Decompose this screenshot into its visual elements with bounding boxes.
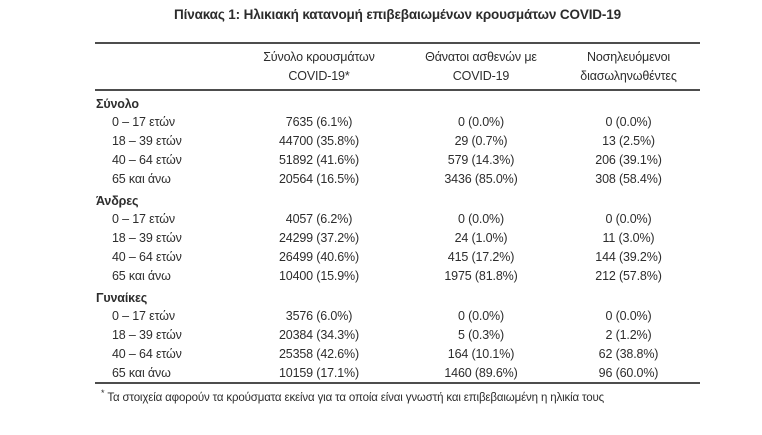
- table-rule-top: [95, 42, 700, 44]
- cases-cell: 51892 (41.6%): [278, 152, 360, 167]
- age-row-label: 18 – 39 ετών: [112, 133, 182, 148]
- deaths-cell: 579 (14.3%): [447, 152, 515, 167]
- header-deaths-line2: COVID-19: [452, 69, 510, 83]
- deaths-cell: 1975 (81.8%): [444, 268, 518, 283]
- header-intubated-line1: Νοσηλευόμενοι: [586, 50, 671, 64]
- table-section-row: Γυναίκες: [95, 285, 700, 306]
- header-cases-line2: COVID-19*: [288, 69, 350, 83]
- deaths-cell: 24 (1.0%): [454, 230, 508, 245]
- cases-cell: 20384 (34.3%): [278, 327, 360, 342]
- intubated-cell: 144 (39.2%): [595, 249, 662, 264]
- intubated-cell: 308 (58.4%): [595, 171, 662, 186]
- header-intubated-line2: διασωληνωθέντες: [580, 69, 677, 83]
- intubated-cell: 96 (60.0%): [598, 365, 659, 380]
- age-row-label: 18 – 39 ετών: [112, 327, 182, 342]
- table-row: 40 – 64 ετών 51892 (41.6%) 579 (14.3%) 206 …: [95, 150, 700, 169]
- header-cell-cases: Σύνολο κρουσμάτων COVID-19*: [233, 48, 405, 86]
- table-section-row: Άνδρες: [95, 188, 700, 209]
- table-rule-bottom: [95, 382, 700, 384]
- table-row: 18 – 39 ετών 44700 (35.8%) 29 (0.7%) 13 (2.…: [95, 131, 700, 150]
- deaths-cell: 5 (0.3%): [457, 327, 505, 342]
- age-row-label: 40 – 64 ετών: [112, 346, 182, 361]
- deaths-cell: 0 (0.0%): [457, 114, 505, 129]
- cases-cell: 24299 (37.2%): [278, 230, 360, 245]
- intubated-cell: 206 (39.1%): [595, 152, 662, 167]
- deaths-cell: 3436 (85.0%): [444, 171, 518, 186]
- header-cell-deaths: Θάνατοι ασθενών με COVID-19: [405, 48, 557, 86]
- table-row: 65 και άνω 10159 (17.1%) 1460 (89.6%) 96 (6…: [95, 363, 700, 382]
- section-title: Γυναίκες: [96, 291, 148, 305]
- deaths-cell: 29 (0.7%): [454, 133, 508, 148]
- table-row: 65 και άνω 20564 (16.5%) 3436 (85.0%) 308 (…: [95, 169, 700, 188]
- age-row-label: 65 και άνω: [112, 268, 171, 283]
- cases-cell: 3576 (6.0%): [285, 308, 353, 323]
- footnote-text: Τα στοιχεία αφορούν τα κρούσματα εκείνα …: [107, 391, 605, 404]
- table-row: 0 – 17 ετών 3576 (6.0%) 0 (0.0%) 0 (0.0%): [95, 306, 700, 325]
- cases-cell: 20564 (16.5%): [278, 171, 360, 186]
- age-row-label: 0 – 17 ετών: [112, 114, 175, 129]
- table-row: 0 – 17 ετών 7635 (6.1%) 0 (0.0%) 0 (0.0%): [95, 112, 700, 131]
- intubated-cell: 11 (3.0%): [602, 230, 655, 245]
- cases-cell: 25358 (42.6%): [278, 346, 360, 361]
- cases-cell: 4057 (6.2%): [285, 211, 353, 226]
- deaths-cell: 0 (0.0%): [457, 211, 505, 226]
- header-cases-line1: Σύνολο κρουσμάτων: [263, 50, 375, 64]
- deaths-cell: 1460 (89.6%): [444, 365, 518, 380]
- intubated-cell: 62 (38.8%): [598, 346, 659, 361]
- table-title: Πίνακας 1: Ηλικιακή κατανομή επιβεβαιωμέ…: [174, 7, 621, 22]
- age-row-label: 65 και άνω: [112, 365, 171, 380]
- table-row: 18 – 39 ετών 20384 (34.3%) 5 (0.3%) 2 (1.2%…: [95, 325, 700, 344]
- age-row-label: 0 – 17 ετών: [112, 308, 175, 323]
- cases-cell: 44700 (35.8%): [278, 133, 360, 148]
- age-row-label: 18 – 39 ετών: [112, 230, 182, 245]
- cases-cell: 10159 (17.1%): [278, 365, 360, 380]
- intubated-cell: 212 (57.8%): [595, 268, 662, 283]
- intubated-cell: 0 (0.0%): [605, 114, 652, 129]
- section-title: Σύνολο: [96, 97, 139, 111]
- table-body: Σύνολο 0 – 17 ετών 7635 (6.1%) 0 (0.0%) 0 (0…: [95, 91, 700, 382]
- table-row: 65 και άνω 10400 (15.9%) 1975 (81.8%) 212 (…: [95, 266, 700, 285]
- cases-cell: 7635 (6.1%): [285, 114, 353, 129]
- age-row-label: 40 – 64 ετών: [112, 152, 182, 167]
- header-cell-intubated: Νοσηλευόμενοι διασωληνωθέντες: [557, 48, 700, 86]
- deaths-cell: 415 (17.2%): [447, 249, 515, 264]
- table-section-row: Σύνολο: [95, 91, 700, 112]
- footnote-asterisk: *: [101, 388, 105, 398]
- table-footnote: * Τα στοιχεία αφορούν τα κρούσματα εκείνα…: [95, 384, 700, 404]
- age-distribution-table: Σύνολο κρουσμάτων COVID-19* Θάνατοι ασθε…: [95, 42, 700, 404]
- table-row: 40 – 64 ετών 25358 (42.6%) 164 (10.1%) 62 (…: [95, 344, 700, 363]
- deaths-cell: 164 (10.1%): [447, 346, 515, 361]
- intubated-cell: 0 (0.0%): [605, 308, 652, 323]
- cases-cell: 10400 (15.9%): [278, 268, 360, 283]
- section-title: Άνδρες: [96, 194, 139, 208]
- intubated-cell: 2 (1.2%): [605, 327, 652, 342]
- table-header-row: Σύνολο κρουσμάτων COVID-19* Θάνατοι ασθε…: [95, 44, 700, 89]
- deaths-cell: 0 (0.0%): [457, 308, 505, 323]
- table-row: 0 – 17 ετών 4057 (6.2%) 0 (0.0%) 0 (0.0%): [95, 209, 700, 228]
- header-deaths-line1: Θάνατοι ασθενών με: [425, 50, 537, 64]
- header-cell-empty: [95, 48, 233, 86]
- table-rule-header-bottom: [95, 89, 700, 91]
- age-row-label: 0 – 17 ετών: [112, 211, 175, 226]
- age-row-label: 40 – 64 ετών: [112, 249, 182, 264]
- intubated-cell: 0 (0.0%): [605, 211, 652, 226]
- table-row: 40 – 64 ετών 26499 (40.6%) 415 (17.2%) 144 …: [95, 247, 700, 266]
- intubated-cell: 13 (2.5%): [602, 133, 655, 148]
- cases-cell: 26499 (40.6%): [278, 249, 360, 264]
- age-row-label: 65 και άνω: [112, 171, 171, 186]
- table-row: 18 – 39 ετών 24299 (37.2%) 24 (1.0%) 11 (3.…: [95, 228, 700, 247]
